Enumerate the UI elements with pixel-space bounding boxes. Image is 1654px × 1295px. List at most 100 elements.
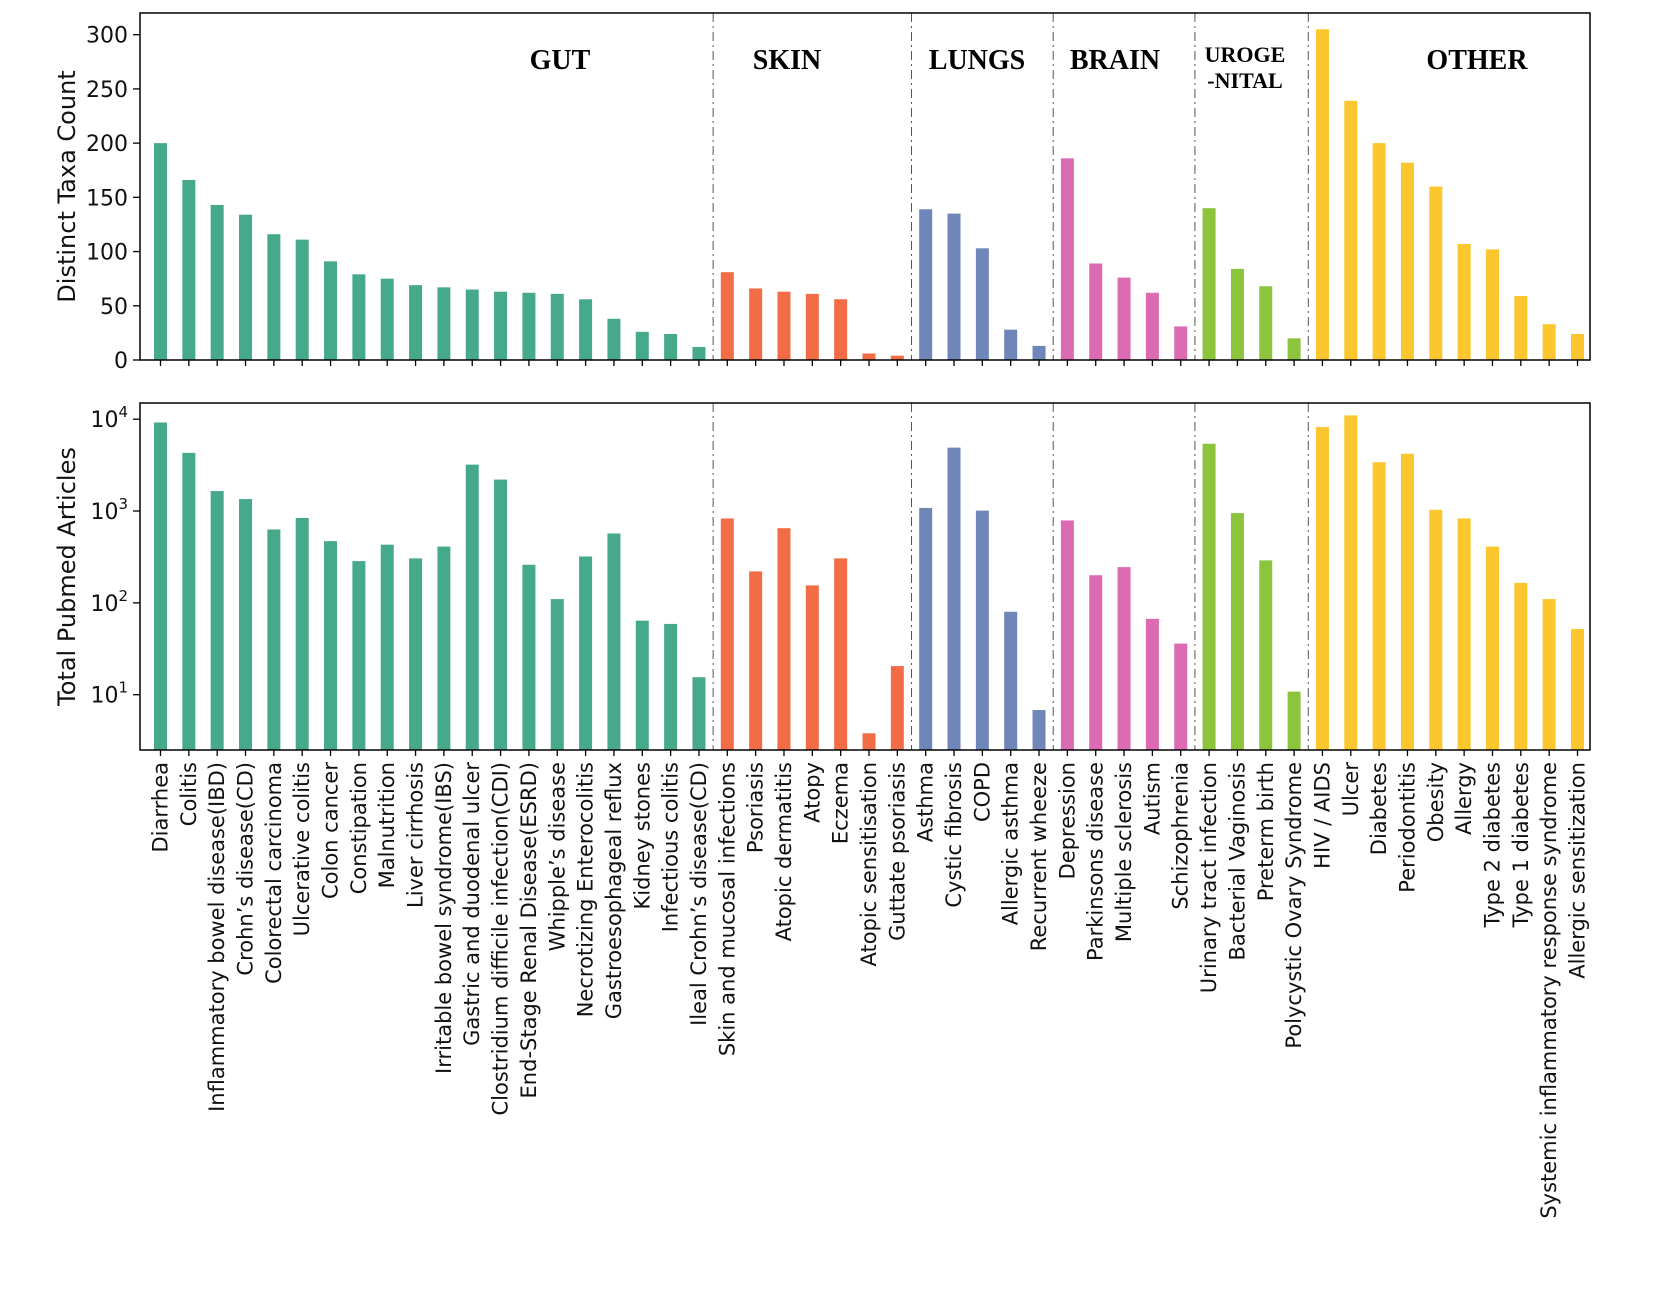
category-label-type-1-diabetes: Type 1 diabetes — [1509, 762, 1533, 928]
category-label-liver-cirrhosis: Liver cirrhosis — [404, 762, 428, 908]
category-label-polycystic-ovary-syndrome: Polycystic Ovary Syndrome — [1282, 762, 1306, 1049]
category-label-diabetes: Diabetes — [1367, 762, 1391, 855]
bar-taxa-atopy — [805, 293, 819, 360]
group-label-skin: SKIN — [753, 45, 821, 76]
bar-pubmed-colorectal-carcinoma — [267, 529, 281, 750]
bar-taxa-autism — [1145, 292, 1159, 360]
bar-taxa-asthma — [919, 209, 933, 360]
bar-taxa-copd — [975, 248, 989, 360]
bar-pubmed-gastric-and-duodenal-ulcer — [465, 464, 479, 750]
pubmed-articles-panel: 101 102 103 104 Total Pubmed Articles — [53, 402, 1591, 756]
bar-taxa-allergic-asthma — [1004, 329, 1018, 360]
bar-pubmed-diabetes — [1372, 462, 1386, 750]
bar-taxa-necrotizing-enterocolitis — [579, 299, 593, 360]
category-label-atopy: Atopy — [800, 762, 824, 823]
bar-taxa-hiv-aids — [1315, 29, 1329, 361]
category-label-recurrent-wheeze: Recurrent wheeze — [1027, 762, 1051, 951]
category-label-psoriasis: Psoriasis — [744, 762, 768, 853]
bar-taxa-recurrent-wheeze — [1032, 345, 1046, 360]
bar-taxa-depression — [1060, 158, 1074, 360]
bar-pubmed-liver-cirrhosis — [409, 558, 423, 750]
bar-pubmed-colon-cancer — [324, 541, 338, 750]
category-label-diarrhea: Diarrhea — [149, 762, 173, 853]
bar-taxa-malnutrition — [380, 278, 394, 360]
category-label-colorectal-carcinoma: Colorectal carcinoma — [262, 762, 286, 984]
bar-pubmed-hiv-aids — [1315, 427, 1329, 750]
bar-taxa-constipation — [352, 274, 366, 360]
group-label-other: OTHER — [1426, 45, 1528, 76]
bar-pubmed-ulcer — [1344, 415, 1358, 750]
category-label-depression: Depression — [1055, 762, 1079, 879]
bar-pubmed-necrotizing-enterocolitis — [579, 556, 593, 750]
bar-taxa-multiple-sclerosis — [1117, 277, 1131, 360]
bar-taxa-psoriasis — [749, 288, 763, 360]
category-label-constipation: Constipation — [347, 762, 371, 894]
group-label-lungs: LUNGS — [929, 45, 1025, 76]
bar-taxa-diarrhea — [154, 143, 167, 361]
bar-pubmed-periodontitis — [1400, 453, 1414, 750]
category-label-allergic-asthma: Allergic asthma — [999, 762, 1023, 925]
bar-pubmed-preterm-birth — [1259, 560, 1273, 750]
category-label-bacterial-vaginosis: Bacterial Vaginosis — [1225, 762, 1249, 960]
bar-taxa-diabetes — [1372, 143, 1386, 361]
bar-taxa-allergic-sensitization — [1571, 333, 1584, 360]
category-label-ulcer: Ulcer — [1339, 762, 1363, 817]
bar-taxa-periodontitis — [1400, 162, 1414, 360]
bar-pubmed-end-stage-renal-disease-esrd — [522, 564, 536, 750]
bar-taxa-clostridium-difficile-infection-cdi — [494, 291, 508, 360]
category-label-crohn-s-disease-cd: Crohn’s disease(CD) — [234, 762, 258, 976]
y-tick-label-taxa-0: 0 — [114, 349, 128, 374]
bar-taxa-gastric-and-duodenal-ulcer — [465, 289, 479, 360]
y-tick-label-pubmed-100: 102 — [90, 587, 128, 617]
category-label-gastric-and-duodenal-ulcer: Gastric and duodenal ulcer — [460, 762, 484, 1046]
category-label-allergic-sensitization: Allergic sensitization — [1566, 762, 1590, 979]
bar-taxa-systemic-inflammatory-response-syndrome — [1542, 324, 1556, 360]
bar-pubmed-diarrhea — [154, 422, 167, 750]
y-tick-label-pubmed-10000: 104 — [90, 403, 128, 433]
bar-pubmed-allergic-asthma — [1004, 611, 1018, 750]
category-label-skin-and-mucosal-infections: Skin and mucosal infections — [715, 762, 739, 1056]
category-label-atopic-dermatitis: Atopic dermatitis — [772, 762, 796, 941]
bar-pubmed-infectious-colitis — [664, 623, 678, 750]
category-label-type-2-diabetes: Type 2 diabetes — [1480, 762, 1504, 928]
bar-taxa-type-1-diabetes — [1514, 296, 1528, 360]
bar-pubmed-atopic-sensitisation — [862, 733, 876, 750]
bar-taxa-ulcer — [1344, 100, 1358, 360]
plot-frame-pubmed — [139, 402, 1591, 751]
bar-pubmed-guttate-psoriasis — [890, 666, 904, 750]
bar-taxa-inflammatory-bowel-disease-ibd — [210, 204, 224, 360]
category-label-copd: COPD — [970, 762, 994, 822]
bar-pubmed-urinary-tract-infection — [1202, 443, 1216, 750]
bar-taxa-colitis — [182, 179, 196, 360]
category-label-infectious-colitis: Infectious colitis — [659, 762, 683, 932]
bar-pubmed-ileal-crohn-s-disease-cd — [692, 677, 706, 750]
bar-pubmed-depression — [1060, 520, 1074, 750]
category-label-multiple-sclerosis: Multiple sclerosis — [1112, 762, 1136, 942]
bar-taxa-irritable-bowel-syndrome-ibs — [437, 287, 451, 360]
bar-pubmed-colitis — [182, 452, 196, 750]
bar-pubmed-ulcerative-colitis — [295, 517, 309, 750]
category-label-periodontitis: Periodontitis — [1395, 762, 1419, 893]
bar-taxa-colon-cancer — [324, 261, 338, 360]
y-tick-label-taxa-50: 50 — [100, 295, 128, 320]
bar-pubmed-schizophrenia — [1174, 643, 1188, 750]
bar-taxa-infectious-colitis — [664, 333, 678, 360]
group-label-urogenital: UROGE — [1205, 42, 1286, 67]
bar-pubmed-kidney-stones — [635, 620, 649, 750]
bar-pubmed-skin-and-mucosal-infections — [720, 518, 734, 750]
bar-pubmed-systemic-inflammatory-response-syndrome — [1542, 599, 1556, 750]
bar-taxa-colorectal-carcinoma — [267, 234, 281, 360]
category-label-cystic-fibrosis: Cystic fibrosis — [942, 762, 966, 908]
bar-taxa-urinary-tract-infection — [1202, 208, 1216, 360]
bar-pubmed-autism — [1145, 618, 1159, 750]
bar-taxa-kidney-stones — [635, 331, 649, 360]
bar-pubmed-multiple-sclerosis — [1117, 567, 1131, 750]
y-tick-label-taxa-200: 200 — [86, 132, 128, 157]
group-label-brain: BRAIN — [1070, 45, 1160, 76]
bar-pubmed-allergy — [1457, 518, 1471, 750]
bar-taxa-gastroesophageal-reflux — [607, 318, 621, 360]
bar-pubmed-type-2-diabetes — [1485, 546, 1499, 750]
bar-taxa-preterm-birth — [1259, 286, 1273, 360]
